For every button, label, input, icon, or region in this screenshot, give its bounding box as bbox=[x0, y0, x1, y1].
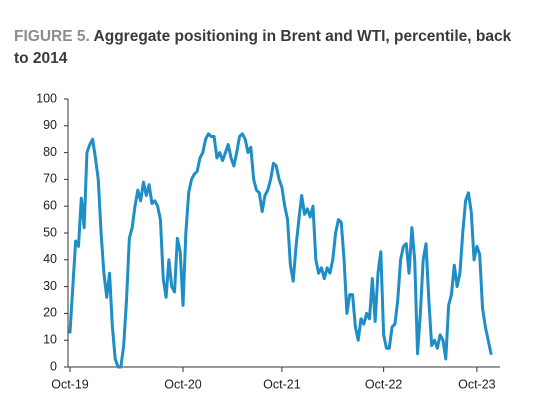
y-tick-label: 10 bbox=[43, 332, 57, 346]
y-tick-label: 70 bbox=[43, 172, 57, 186]
y-tick-label: 60 bbox=[43, 198, 57, 212]
chart-title: Aggregate positioning in Brent and WTI, … bbox=[14, 28, 512, 67]
x-tick-label: Oct-20 bbox=[164, 377, 202, 391]
figure-label: FIGURE 5. bbox=[14, 28, 90, 45]
x-tick-label: Oct-23 bbox=[458, 377, 496, 391]
y-tick-label: 90 bbox=[43, 118, 57, 132]
y-tick-label: 40 bbox=[43, 252, 57, 266]
y-tick-label: 20 bbox=[43, 306, 57, 320]
x-tick-label: Oct-21 bbox=[263, 377, 301, 391]
chart-title-block: FIGURE 5. Aggregate positioning in Brent… bbox=[14, 26, 524, 70]
y-tick-label: 30 bbox=[43, 279, 57, 293]
x-tick-label: Oct-22 bbox=[365, 377, 403, 391]
y-tick-label: 50 bbox=[43, 225, 57, 239]
y-tick-label: 0 bbox=[50, 359, 57, 373]
y-tick-label: 80 bbox=[43, 145, 57, 159]
y-tick-label: 100 bbox=[36, 91, 57, 105]
x-tick-label: Oct-19 bbox=[51, 377, 89, 391]
data-line bbox=[68, 132, 493, 369]
